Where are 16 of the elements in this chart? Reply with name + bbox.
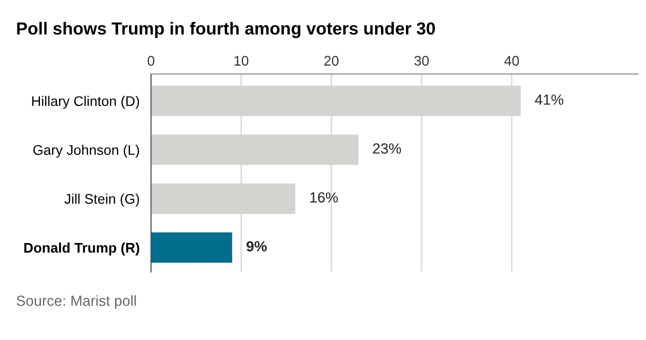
data-label: 16% xyxy=(310,192,338,203)
data-label: 41% xyxy=(534,94,564,105)
y-tick-label: Gary Johnson (L) xyxy=(33,144,140,158)
x-tick-label: 30 xyxy=(414,56,429,66)
x-tick-label: 10 xyxy=(234,56,248,66)
source-note: Source: Marist poll xyxy=(16,295,136,309)
data-label: 9% xyxy=(246,241,267,252)
bar xyxy=(151,232,232,263)
y-tick-label: Jill Stein (G) xyxy=(64,194,140,207)
chart-title: Poll shows Trump in fourth among voters under 30 xyxy=(17,22,435,38)
y-tick-label: Donald Trump (R) xyxy=(24,242,140,256)
data-label: 23% xyxy=(373,143,401,154)
x-tick-label: 40 xyxy=(504,56,519,66)
x-tick-label: 20 xyxy=(324,56,339,66)
x-tick-label: 0 xyxy=(148,56,154,66)
y-tick-label: Hillary Clinton (D) xyxy=(32,96,140,109)
